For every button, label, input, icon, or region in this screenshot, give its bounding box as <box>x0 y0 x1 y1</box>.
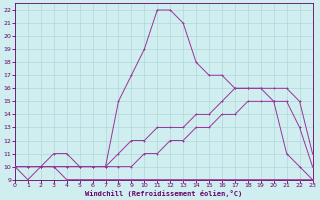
X-axis label: Windchill (Refroidissement éolien,°C): Windchill (Refroidissement éolien,°C) <box>85 190 242 197</box>
